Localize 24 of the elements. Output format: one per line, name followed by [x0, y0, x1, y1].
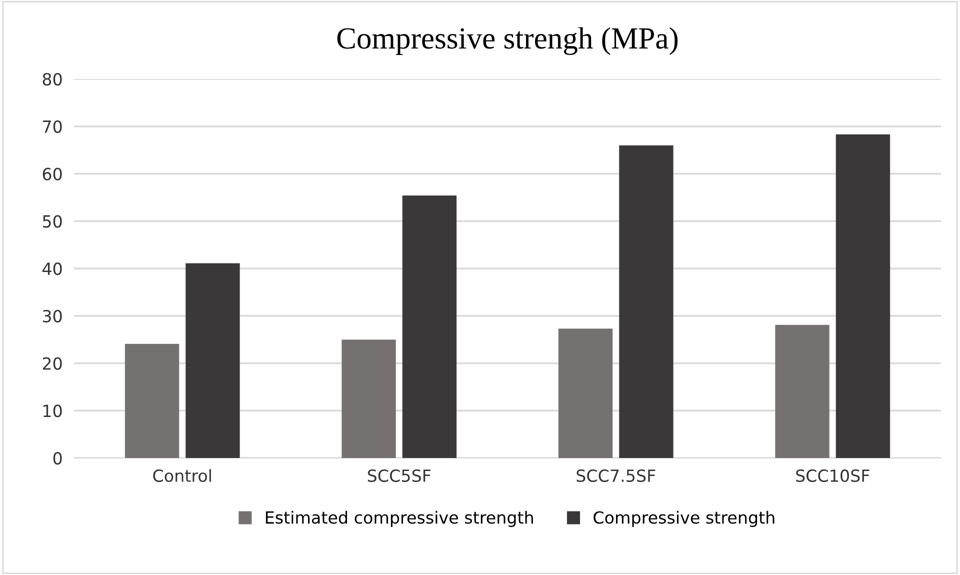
x-tick-label: SCC10SF — [796, 469, 870, 482]
bar — [342, 340, 396, 458]
y-tick-label: 70 — [43, 120, 62, 133]
legend-label: Compressive strength — [594, 510, 774, 528]
y-tick-label: 50 — [42, 215, 62, 228]
y-tick-label: 60 — [42, 168, 62, 180]
y-tick-label: 0 — [53, 452, 62, 465]
x-tick-label: SCC7.5SF — [576, 469, 656, 482]
bar — [775, 324, 830, 458]
y-tick-label: 10 — [44, 404, 62, 418]
bar — [402, 196, 457, 458]
bar — [558, 328, 613, 458]
bar — [836, 134, 890, 458]
bar — [619, 145, 674, 458]
bar — [186, 263, 240, 458]
x-tick-label: SCC5SF — [368, 469, 430, 482]
y-tick-label: 30 — [42, 310, 62, 322]
legend-label: Estimated compressive strength — [266, 510, 533, 528]
x-tick-label: Control — [153, 469, 211, 482]
bar — [124, 344, 180, 458]
chart-title: Compressive strengh (MPa) — [337, 27, 678, 56]
y-tick-label: 80 — [42, 72, 62, 86]
y-tick-label: 20 — [42, 357, 62, 370]
y-tick-label: 40 — [42, 262, 62, 276]
